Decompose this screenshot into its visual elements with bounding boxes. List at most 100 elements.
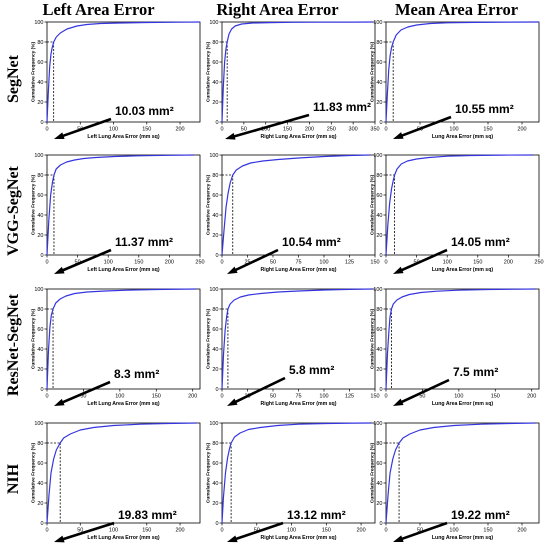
x-axis-label: Right Lung Area Error (mm sq) <box>261 401 337 407</box>
y-tick-label: 80 <box>212 40 218 46</box>
x-tick-label: 200 <box>356 528 365 534</box>
y-axis-label: Cumulative Frequency (%) <box>31 308 37 369</box>
y-tick-label: 20 <box>37 367 43 373</box>
x-tick-label: 100 <box>109 528 118 534</box>
annotation-value: 10.54 mm² <box>282 235 341 249</box>
cdf-chart: 050100150200250020406080100Lung Area Err… <box>370 153 544 274</box>
x-axis-label: Lung Area Error (mm sq) <box>432 535 493 541</box>
y-tick-label: 60 <box>37 461 43 467</box>
x-tick-label: 0 <box>45 528 48 534</box>
x-axis-label: Right Lung Area Error (mm sq) <box>261 134 337 140</box>
y-tick-label: 40 <box>376 80 382 86</box>
y-tick-label: 60 <box>376 193 382 199</box>
x-axis-label: Left Lung Area Error (mm sq) <box>87 535 159 541</box>
row-title-segnet: SegNet <box>5 55 23 103</box>
y-tick-label: 40 <box>376 213 382 219</box>
x-tick-label: 75 <box>295 394 301 400</box>
x-tick-label: 50 <box>254 528 260 534</box>
x-tick-label: 150 <box>134 260 143 266</box>
x-tick-label: 200 <box>527 394 536 400</box>
y-tick-label: 100 <box>34 287 43 293</box>
y-tick-label: 100 <box>373 20 382 26</box>
x-tick-label: 25 <box>244 260 250 266</box>
annotation-arrow <box>393 248 448 274</box>
annotation-arrow <box>227 376 286 406</box>
x-tick-label: 150 <box>483 127 492 133</box>
y-axis-label: Cumulative Frequency (%) <box>31 442 37 503</box>
x-tick-label: 100 <box>443 260 452 266</box>
y-tick-label: 100 <box>373 153 382 159</box>
x-tick-label: 300 <box>349 127 358 133</box>
y-tick-label: 100 <box>209 287 218 293</box>
x-tick-label: 200 <box>175 127 184 133</box>
y-tick-label: 0 <box>40 120 43 126</box>
y-tick-label: 80 <box>376 173 382 179</box>
x-tick-label: 50 <box>241 127 247 133</box>
annotation-value: 14.05 mm² <box>451 235 510 249</box>
y-tick-label: 40 <box>37 481 43 487</box>
y-tick-label: 60 <box>37 193 43 199</box>
column-title-right: Right Area Error <box>216 0 339 19</box>
cdf-curve <box>221 154 370 256</box>
y-tick-label: 80 <box>376 40 382 46</box>
row-title-vgg-segnet: VGG-SegNet <box>5 166 23 256</box>
annotation-arrow <box>225 113 310 140</box>
x-tick-label: 0 <box>384 260 387 266</box>
annotation-arrow <box>393 521 448 542</box>
x-tick-label: 150 <box>473 260 482 266</box>
annotation-value: 5.8 mm² <box>289 363 334 377</box>
x-tick-label: 100 <box>319 394 328 400</box>
x-tick-label: 100 <box>115 394 124 400</box>
x-tick-label: 150 <box>152 394 161 400</box>
y-tick-label: 0 <box>40 521 43 527</box>
y-axis-label: Cumulative Frequency (%) <box>206 174 212 235</box>
y-tick-label: 60 <box>212 327 218 333</box>
annotation-arrow <box>393 378 450 406</box>
x-tick-label: 50 <box>77 528 83 534</box>
x-tick-label: 150 <box>142 528 151 534</box>
row-title-resnet-segnet: ResNet-SegNet <box>5 293 22 397</box>
annotation-value: 19.83 mm² <box>118 508 177 522</box>
x-tick-label: 0 <box>384 394 387 400</box>
y-tick-label: 100 <box>34 20 43 26</box>
annotation-arrow <box>54 117 112 139</box>
x-tick-label: 125 <box>345 260 354 266</box>
y-tick-label: 60 <box>212 60 218 66</box>
chart-panel: 0 50 100 150 200 0 20 40 60 80 100 Right Lung Area … <box>205 418 380 544</box>
x-tick-label: 50 <box>270 394 276 400</box>
cdf-curve <box>385 288 536 390</box>
x-axis-label: Lung Area Error (mm sq) <box>432 267 493 273</box>
x-tick-label: 150 <box>491 394 500 400</box>
x-tick-label: 100 <box>449 127 458 133</box>
cdf-curve <box>46 288 197 390</box>
chart-panel: 050100150200250020406080100Lung Area Err… <box>369 150 544 276</box>
annotation-value: 8.3 mm² <box>114 367 159 381</box>
annotation-value: 19.22 mm² <box>451 508 510 522</box>
y-tick-label: 0 <box>215 253 218 259</box>
column-title-left: Left Area Error <box>42 0 155 19</box>
annotation-value: 11.37 mm² <box>115 235 173 249</box>
cdf-curve <box>221 21 373 123</box>
x-tick-label: 250 <box>327 127 336 133</box>
y-tick-label: 40 <box>212 80 218 86</box>
y-tick-label: 0 <box>40 387 43 393</box>
x-tick-label: 350 <box>370 127 379 133</box>
y-tick-label: 100 <box>34 421 43 427</box>
x-tick-label: 200 <box>504 260 513 266</box>
x-axis-label: Left Lung Area Error (mm sq) <box>87 401 159 407</box>
y-tick-label: 80 <box>212 173 218 179</box>
x-tick-label: 150 <box>283 127 292 133</box>
y-axis-label: Cumulative Frequency (%) <box>31 174 37 235</box>
y-tick-label: 80 <box>212 441 218 447</box>
x-tick-label: 100 <box>319 260 328 266</box>
annotation-arrow <box>227 248 279 274</box>
x-axis-label: Right Lung Area Error (mm sq) <box>261 535 337 541</box>
x-tick-label: 0 <box>220 127 223 133</box>
